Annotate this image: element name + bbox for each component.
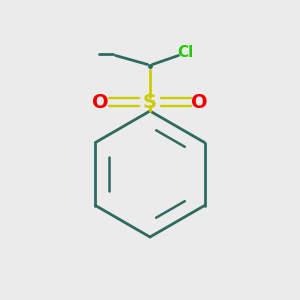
- Text: O: O: [92, 92, 109, 112]
- Text: S: S: [143, 92, 157, 112]
- Text: Cl: Cl: [177, 45, 193, 60]
- Text: O: O: [191, 92, 208, 112]
